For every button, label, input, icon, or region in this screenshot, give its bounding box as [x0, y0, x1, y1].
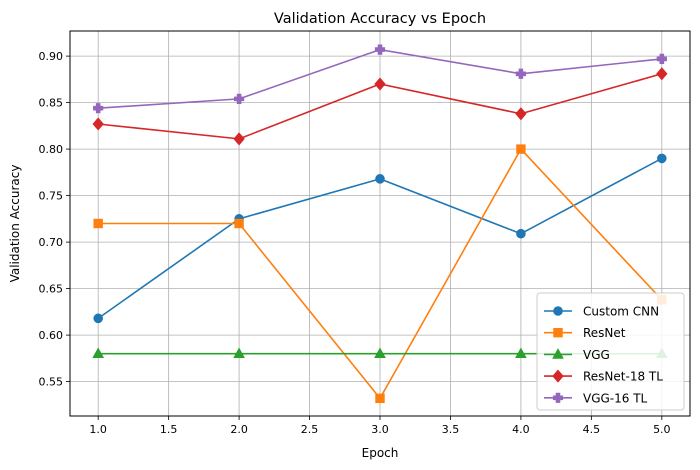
data-point-resnet-18-tl — [233, 132, 245, 146]
x-tick-label: 1.5 — [160, 423, 178, 436]
data-point-resnet — [93, 218, 103, 229]
legend-label: ResNet — [583, 326, 626, 340]
data-point-resnet-18-tl — [656, 67, 668, 81]
x-tick-label: 5.0 — [653, 423, 671, 436]
data-point-vgg — [515, 347, 527, 358]
y-tick-label: 0.80 — [39, 143, 64, 156]
legend-marker — [552, 348, 564, 359]
legend-marker — [552, 369, 564, 383]
y-tick-label: 0.60 — [39, 329, 64, 342]
y-axis-label: Validation Accuracy — [8, 165, 22, 283]
x-tick-label: 4.0 — [512, 423, 530, 436]
data-point-vgg — [233, 347, 245, 358]
series-vgg-16-tl — [93, 44, 667, 114]
y-tick-label: 0.90 — [39, 50, 64, 63]
series-resnet-18-tl — [92, 67, 668, 146]
legend-label: VGG-16 TL — [583, 391, 648, 405]
y-tick-label: 0.75 — [39, 190, 64, 203]
data-point-custom-cnn — [375, 174, 385, 184]
data-point-vgg-16-tl — [93, 103, 104, 114]
legend-marker — [553, 328, 563, 338]
data-point-resnet — [516, 144, 526, 154]
data-point-vgg — [374, 347, 386, 358]
legend-box — [536, 292, 685, 411]
data-point-resnet — [234, 218, 244, 229]
grid — [70, 31, 690, 416]
legend-marker — [552, 392, 564, 403]
legend-label: Custom CNN — [583, 305, 659, 319]
data-point-vgg-16-tl — [374, 44, 386, 55]
y-tick-label: 0.85 — [39, 97, 64, 110]
x-tick-label: 1.0 — [89, 423, 107, 436]
data-point-vgg-16-tl — [515, 68, 527, 79]
data-point-resnet-18-tl — [374, 77, 386, 91]
legend-label: VGG — [583, 348, 610, 362]
data-point-vgg-16-tl — [656, 53, 667, 64]
data-point-vgg — [92, 347, 105, 358]
x-tick-label: 4.5 — [583, 423, 601, 436]
data-point-resnet — [375, 393, 385, 404]
y-tick-label: 0.65 — [39, 283, 64, 296]
y-tick-label: 0.55 — [39, 376, 64, 389]
legend-marker — [553, 306, 563, 316]
legend: Custom CNN ResNet VGG ResNet-18 TL VGG-16 TL — [536, 292, 685, 411]
x-axis-label: Epoch — [362, 446, 399, 460]
data-point-custom-cnn — [516, 228, 526, 239]
x-tick-label: 3.5 — [442, 423, 460, 436]
data-point-custom-cnn — [93, 313, 103, 324]
data-point-vgg-16-tl — [233, 93, 245, 104]
y-tick-label: 0.70 — [39, 236, 64, 249]
data-point-resnet-18-tl — [92, 117, 104, 131]
x-tick-label: 3.0 — [371, 423, 389, 436]
chart-title: Validation Accuracy vs Epoch — [274, 11, 486, 27]
x-tick-label: 2.0 — [230, 423, 248, 436]
data-point-resnet-18-tl — [515, 107, 527, 121]
legend-label: ResNet-18 TL — [583, 370, 663, 384]
x-tick-label: 2.5 — [301, 423, 319, 436]
axis-ticks: 1.0 1.5 2.0 2.5 3.0 3.5 4.0 4.5 5.0 0.55 0.60 0.65 0… — [39, 50, 671, 436]
data-point-custom-cnn — [657, 153, 667, 164]
